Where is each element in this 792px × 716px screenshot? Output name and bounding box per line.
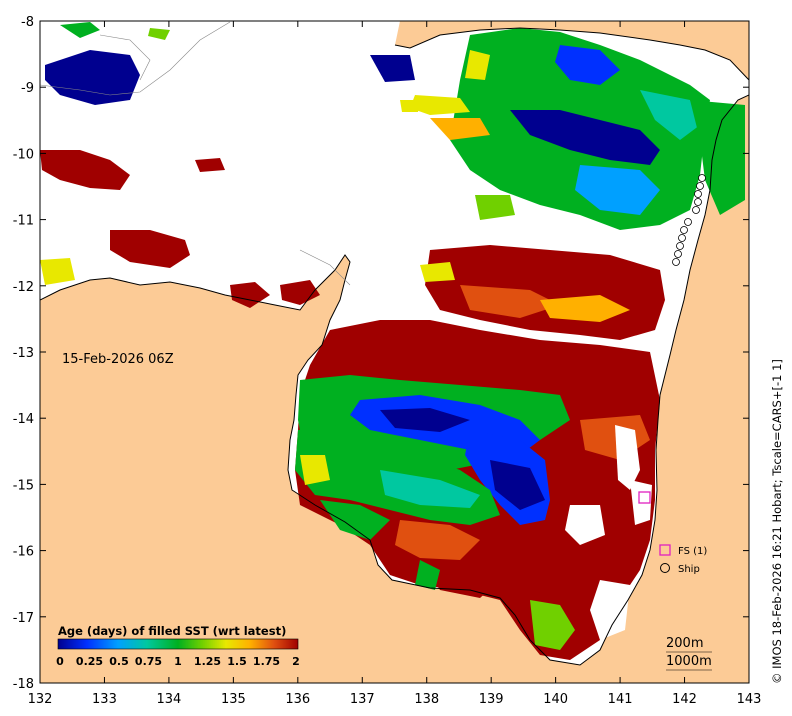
lon-tick-label: 132 — [28, 692, 53, 707]
lon-tick-label: 135 — [221, 692, 246, 707]
colorbar-tick-label: 1 — [174, 655, 182, 668]
colorbar-tick-label: 1.75 — [253, 655, 280, 668]
lat-tick-label: -8 — [21, 15, 34, 30]
lat-tick-label: -13 — [13, 346, 34, 361]
credit-text: © IMOS 18-Feb-2026 16:21 Hobart; Tscale=… — [770, 359, 784, 684]
sst-age-field — [40, 22, 745, 660]
colorbar-tick-label: 2 — [292, 655, 300, 668]
lon-tick-label: 133 — [92, 692, 117, 707]
colorbar-title: Age (days) of filled SST (wrt latest) — [58, 624, 286, 638]
legend-ship-symbol — [660, 563, 670, 573]
colorbar-ramp — [57, 638, 299, 650]
depth-label-200m: 200m — [666, 636, 703, 651]
lat-tick-label: -14 — [13, 412, 34, 427]
colorbar-tick-label: 1.5 — [227, 655, 247, 668]
lon-tick-label: 138 — [414, 692, 439, 707]
lat-tick-label: -18 — [13, 677, 34, 692]
date-label: 15-Feb-2026 06Z — [62, 352, 174, 367]
legend-fs-label: FS (1) — [678, 546, 707, 557]
lon-axis: 132 133 134 135 136 137 138 139 140 141 142 143 — [28, 21, 762, 707]
colorbar-tick-label: 1.25 — [194, 655, 221, 668]
map-plot-area — [40, 21, 749, 683]
lon-tick-label: 141 — [608, 692, 633, 707]
lon-tick-label: 134 — [156, 692, 181, 707]
lat-tick-label: -15 — [13, 478, 34, 493]
lat-tick-label: -9 — [21, 81, 34, 96]
depth-labels: 200m 1000m — [666, 636, 712, 671]
fs-station-marker — [638, 491, 651, 504]
legend: FS (1) Ship — [659, 544, 707, 575]
lat-tick-label: -10 — [13, 147, 34, 162]
land — [40, 21, 749, 683]
colorbar-tick-label: 0.5 — [109, 655, 129, 668]
colorbar-tick-label: 0.75 — [135, 655, 162, 668]
lon-tick-label: 136 — [285, 692, 310, 707]
lon-tick-label: 142 — [672, 692, 697, 707]
lat-tick-label: -16 — [13, 545, 34, 560]
lon-tick-label: 139 — [479, 692, 504, 707]
ship-track — [672, 174, 706, 266]
lat-axis: -8 -9 -10 -11 -12 -13 -14 -15 -16 -17 -18 — [13, 15, 749, 692]
bathymetry-contours — [40, 21, 351, 286]
depth-label-1000m: 1000m — [666, 654, 712, 669]
lon-tick-label: 143 — [737, 692, 762, 707]
colorbar-tick-label: 0 — [56, 655, 64, 668]
lon-tick-label: 140 — [543, 692, 568, 707]
lon-tick-label: 137 — [350, 692, 375, 707]
colorbar-tick-label: 0.25 — [76, 655, 103, 668]
legend-ship-label: Ship — [678, 564, 700, 575]
coastline — [40, 27, 749, 666]
lat-tick-label: -11 — [13, 214, 34, 229]
lat-tick-label: -17 — [13, 611, 34, 626]
legend-fs-symbol — [659, 544, 671, 556]
lat-tick-label: -12 — [13, 280, 34, 295]
